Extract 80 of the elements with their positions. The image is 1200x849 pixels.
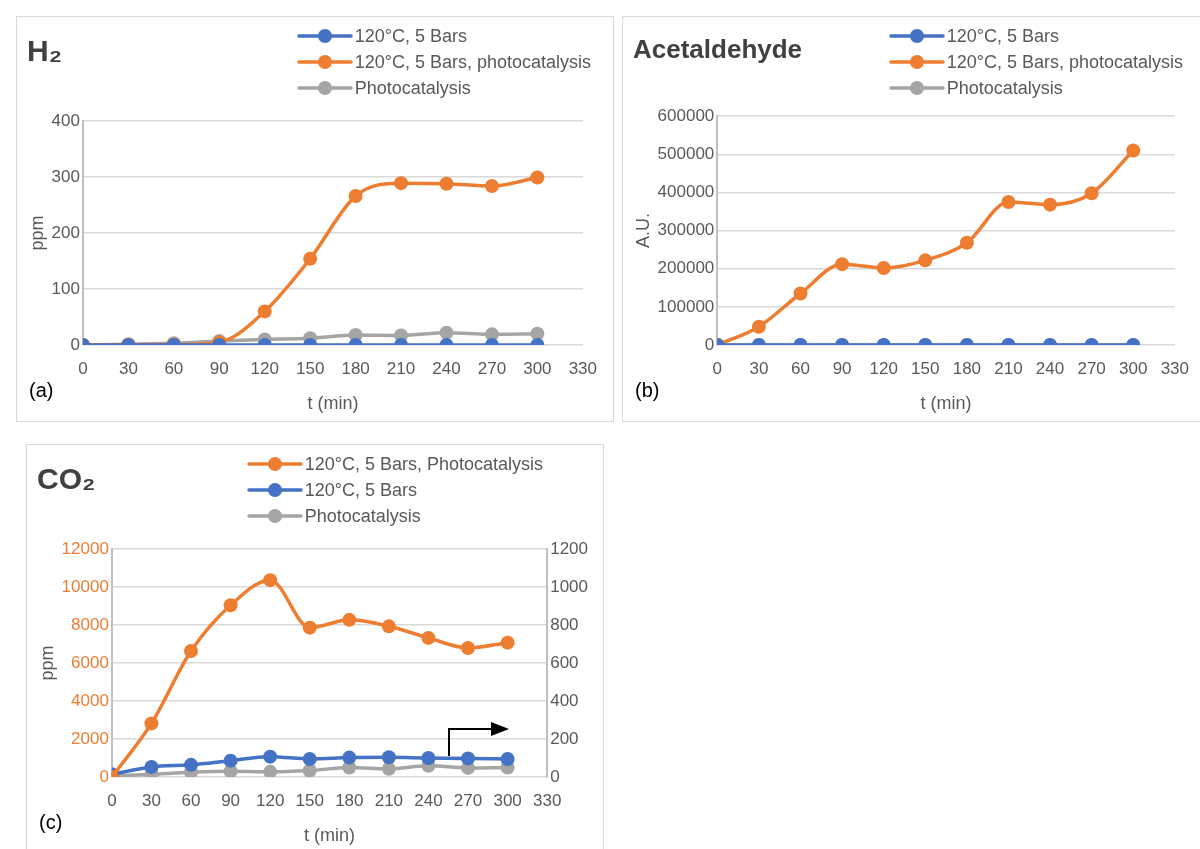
legend-label: Photocatalysis	[354, 77, 471, 99]
x-tick-label: 240	[1035, 358, 1065, 378]
y2-tick-label: 1200	[550, 538, 589, 558]
y-tick-label: 12000	[61, 538, 109, 558]
x-tick-label: 30	[141, 790, 161, 810]
text: (b)	[635, 379, 660, 401]
chart-title: Acetaldehyde	[633, 33, 803, 64]
x-tick-label: 270	[477, 358, 507, 378]
x-tick-label: 120	[250, 358, 279, 378]
x-tick-label: 60	[164, 358, 184, 378]
x-tick-label: 120	[255, 790, 285, 810]
x-axis-title: t (min)	[920, 393, 972, 414]
legend-label: 120°C, 5 Bars, photocatalysis	[354, 51, 591, 73]
x-tick-label: 180	[952, 358, 982, 378]
y-tick-label: 300000	[657, 220, 715, 240]
legend-label: 120°C, 5 Bars, photocatalysis	[946, 51, 1183, 73]
y-tick-label: 200000	[657, 258, 715, 278]
y-tick-label: 400	[51, 110, 80, 130]
x-axis-title: t (min)	[304, 825, 356, 846]
x-tick-label: 210	[386, 358, 416, 378]
y-tick-label: 10000	[61, 576, 109, 596]
legend-label: 120°C, 5 Bars	[354, 25, 467, 47]
x-tick-label: 150	[295, 358, 325, 378]
y-tick-label: 8000	[71, 614, 109, 634]
x-tick-label: 300	[493, 790, 522, 810]
y2-tick-label: 1000	[550, 576, 589, 596]
y-axis-title: ppm	[36, 645, 57, 681]
y-tick-label: 600000	[657, 105, 715, 125]
x-tick-label: 90	[832, 358, 852, 378]
legend-label: Photocatalysis	[946, 77, 1063, 99]
y-tick-label: 4000	[71, 690, 109, 710]
y2-tick-label: 800	[550, 614, 579, 634]
x-tick-label: 60	[791, 358, 810, 378]
x-tick-label: 120	[869, 358, 898, 378]
y-axis-title: ppm	[26, 215, 47, 251]
x-tick-label: 30	[118, 358, 138, 378]
y-tick-label: 0	[704, 334, 715, 354]
legend-label: 120°C, 5 Bars	[946, 25, 1059, 47]
legend-label: 120°C, 5 Bars	[304, 479, 417, 501]
y-tick-label: 100000	[657, 296, 715, 316]
chart-title: H₂	[27, 34, 62, 68]
x-tick-label: 90	[209, 358, 229, 378]
y2-tick-label: 400	[550, 690, 579, 710]
y-tick-label: 300	[51, 166, 80, 186]
y2-tick-label: 0	[550, 766, 560, 786]
x-tick-label: 210	[994, 358, 1023, 378]
y-axis-title: A.U.	[632, 213, 653, 249]
x-tick-label: 240	[432, 358, 461, 378]
legend-label: Photocatalysis	[304, 505, 421, 527]
y-tick-label: 200	[51, 222, 80, 242]
legend-label: 120°C, 5 Bars, Photocatalysis	[304, 453, 543, 475]
y2-tick-label: 600	[550, 652, 579, 672]
x-tick-label: 180	[335, 790, 364, 810]
x-tick-label: 30	[749, 358, 769, 378]
text: (c)	[39, 811, 63, 833]
y2-tick-label: 200	[550, 728, 579, 748]
y-tick-label: 500000	[657, 144, 715, 164]
y-tick-label: 6000	[71, 652, 109, 672]
x-tick-label: 330	[532, 790, 562, 810]
x-axis-title: t (min)	[307, 393, 359, 414]
x-tick-label: 150	[911, 358, 940, 378]
x-tick-label: 90	[221, 790, 241, 810]
x-tick-label: 150	[295, 790, 324, 810]
x-tick-label: 270	[453, 790, 483, 810]
x-tick-label: 300	[1119, 358, 1148, 378]
x-tick-label: 330	[568, 358, 598, 378]
x-tick-label: 300	[523, 358, 552, 378]
chart-title: CO₂	[37, 462, 96, 496]
y-tick-label: 0	[99, 766, 109, 786]
text: (a)	[29, 379, 54, 401]
x-tick-label: 180	[341, 358, 370, 378]
x-tick-label: 330	[1160, 358, 1190, 378]
x-tick-label: 240	[414, 790, 443, 810]
y-tick-label: 0	[70, 334, 80, 354]
y-tick-label: 2000	[71, 728, 109, 748]
x-tick-label: 210	[374, 790, 404, 810]
y-tick-label: 400000	[657, 182, 715, 202]
x-tick-label: 270	[1077, 358, 1106, 378]
x-tick-label: 60	[181, 790, 201, 810]
y-tick-label: 100	[51, 278, 80, 298]
